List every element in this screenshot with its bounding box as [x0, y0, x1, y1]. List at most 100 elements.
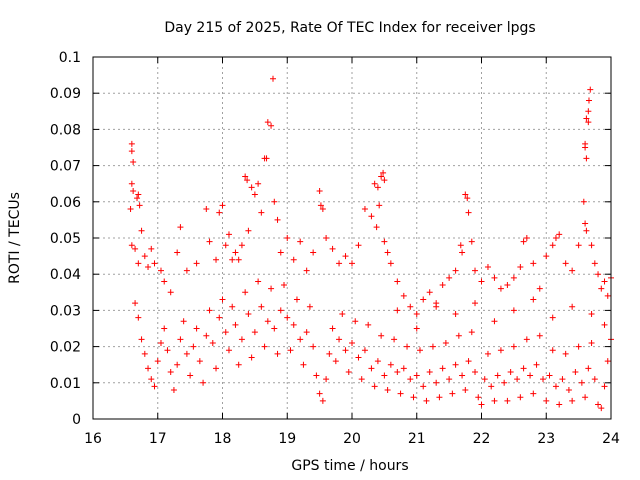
- data-point: [468, 329, 475, 336]
- data-point: [384, 249, 391, 256]
- data-point: [530, 296, 537, 303]
- data-point: [497, 347, 504, 354]
- data-point: [583, 115, 590, 122]
- data-point: [193, 260, 200, 267]
- data-point: [484, 350, 491, 357]
- data-point: [128, 148, 135, 155]
- data-point: [580, 198, 587, 205]
- data-point: [391, 336, 398, 343]
- data-point: [174, 249, 181, 256]
- data-point: [180, 318, 187, 325]
- data-point: [378, 332, 385, 339]
- data-point: [290, 321, 297, 328]
- data-point: [582, 220, 589, 227]
- data-point: [598, 285, 605, 292]
- data-point: [591, 376, 598, 383]
- data-point: [520, 365, 527, 372]
- data-point: [352, 318, 359, 325]
- data-point: [145, 365, 152, 372]
- data-point: [472, 300, 479, 307]
- data-point: [491, 274, 498, 281]
- data-point: [504, 282, 511, 289]
- data-point: [446, 376, 453, 383]
- data-point: [216, 209, 223, 216]
- y-tick-label: 0.03: [50, 303, 81, 319]
- data-point: [381, 372, 388, 379]
- data-point: [578, 379, 585, 386]
- data-point: [380, 169, 387, 176]
- data-point: [494, 372, 501, 379]
- data-point: [229, 256, 236, 263]
- data-point: [157, 267, 164, 274]
- data-point: [313, 372, 320, 379]
- data-point: [510, 274, 517, 281]
- data-point: [203, 206, 210, 213]
- data-point: [464, 195, 471, 202]
- data-point: [439, 365, 446, 372]
- data-point: [161, 278, 168, 285]
- data-point: [138, 227, 145, 234]
- data-point: [394, 307, 401, 314]
- data-point: [342, 253, 349, 260]
- data-point: [481, 376, 488, 383]
- data-point: [404, 343, 411, 350]
- data-point: [413, 311, 420, 318]
- x-tick-label: 18: [214, 431, 232, 447]
- data-point: [433, 303, 440, 310]
- data-point: [138, 336, 145, 343]
- data-point: [514, 376, 521, 383]
- data-point: [310, 343, 317, 350]
- data-point: [323, 235, 330, 241]
- data-point: [284, 314, 291, 321]
- data-point: [268, 285, 275, 292]
- data-point: [290, 256, 297, 263]
- data-point: [569, 303, 576, 310]
- data-point: [549, 347, 556, 354]
- data-point: [141, 350, 148, 357]
- y-tick-label: 0.09: [50, 86, 81, 102]
- data-point: [203, 332, 210, 339]
- data-point: [536, 332, 543, 339]
- data-point: [277, 307, 284, 314]
- data-point: [261, 343, 268, 350]
- data-point: [569, 397, 576, 404]
- data-point: [151, 260, 158, 267]
- data-point: [145, 263, 152, 270]
- data-point: [598, 405, 605, 412]
- data-point: [491, 397, 498, 404]
- data-point: [530, 390, 537, 397]
- data-point: [225, 231, 232, 238]
- data-point: [349, 339, 355, 346]
- data-point: [510, 343, 517, 350]
- data-point: [225, 347, 232, 354]
- data-point: [323, 376, 330, 383]
- data-point: [177, 224, 184, 231]
- data-point: [271, 325, 278, 332]
- data-point: [187, 372, 194, 379]
- data-point: [588, 242, 595, 249]
- data-point: [604, 292, 611, 299]
- data-point: [255, 180, 262, 187]
- data-point: [582, 394, 589, 401]
- data-point: [161, 325, 168, 332]
- data-point: [373, 224, 380, 231]
- data-point: [368, 213, 375, 220]
- data-point: [128, 180, 135, 187]
- x-tick-label: 19: [278, 431, 296, 447]
- x-tick-label: 17: [149, 431, 167, 447]
- data-point: [242, 289, 249, 296]
- data-point: [167, 368, 174, 375]
- data-point: [303, 329, 310, 336]
- data-point: [167, 289, 174, 296]
- data-point: [374, 184, 381, 191]
- data-point: [157, 339, 164, 346]
- data-point: [420, 296, 427, 303]
- data-point: [303, 267, 310, 274]
- data-point: [407, 303, 414, 310]
- data-point: [436, 394, 443, 401]
- data-point: [154, 358, 161, 365]
- data-point: [132, 245, 139, 252]
- data-point: [222, 329, 229, 336]
- data-point: [572, 368, 579, 375]
- data-point: [248, 354, 255, 361]
